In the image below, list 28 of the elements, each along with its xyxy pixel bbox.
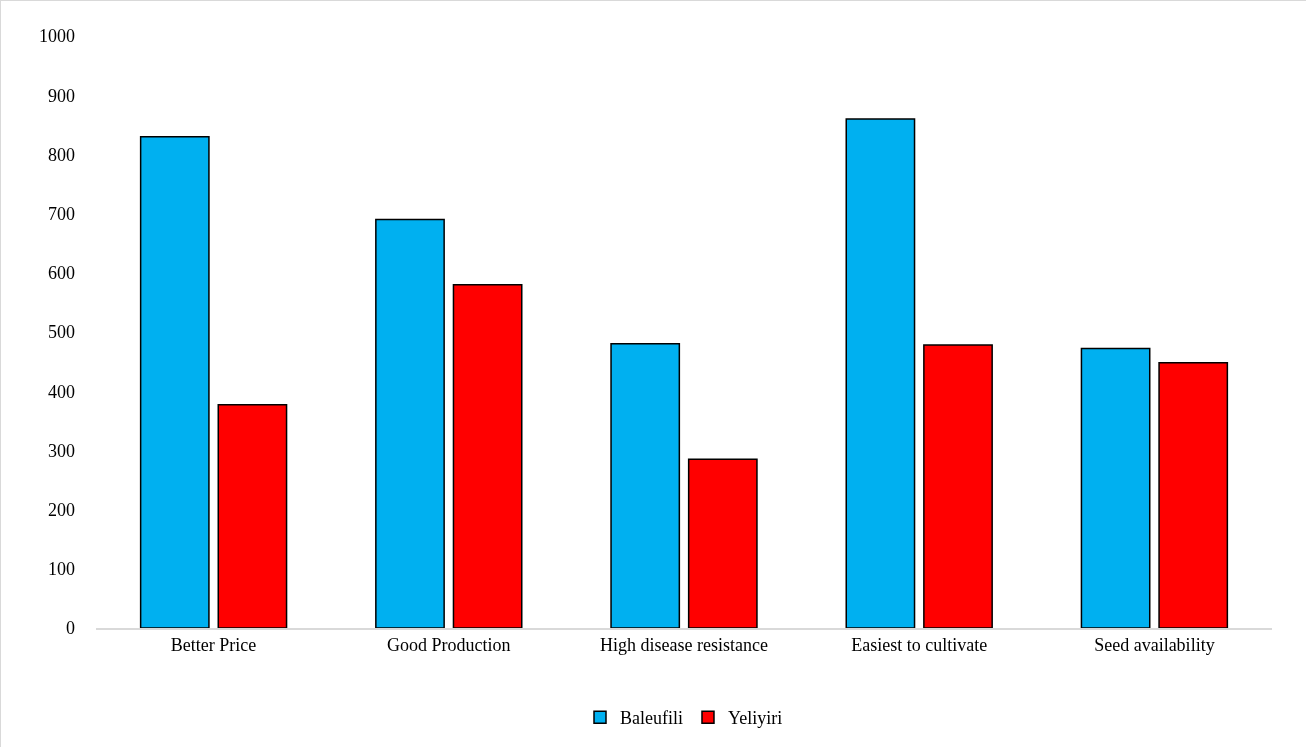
y-tick-label: 700 [48, 203, 75, 224]
x-tick-label: Seed availability [1094, 635, 1215, 656]
bar [845, 118, 916, 628]
x-tick-label: Good Production [387, 635, 511, 656]
bar [1158, 362, 1229, 628]
bar [452, 283, 523, 628]
legend-label: Baleufili [620, 708, 683, 729]
y-tick-label: 200 [48, 499, 75, 520]
y-tick-label: 100 [48, 559, 75, 580]
bar [217, 404, 288, 628]
y-tick-label: 1000 [39, 26, 75, 47]
y-tick-label: 600 [48, 263, 75, 284]
x-tick-label: Better Price [170, 635, 257, 656]
x-tick-label: Easiest to cultivate [851, 635, 988, 656]
bar [923, 344, 993, 628]
bar [375, 218, 445, 628]
y-tick-label: 400 [48, 381, 75, 402]
y-tick-label: 900 [48, 85, 75, 106]
x-tick-label: High disease resistance [600, 635, 768, 656]
legend-label: Yeliyiri [727, 708, 783, 729]
y-tick-label: 800 [48, 144, 75, 165]
bar [1080, 347, 1151, 628]
y-tick-label: 300 [48, 440, 75, 461]
bar [687, 458, 758, 628]
bar [139, 135, 210, 628]
y-tick-label: 0 [66, 618, 75, 639]
bar [610, 343, 681, 628]
y-tick-label: 500 [48, 322, 75, 343]
